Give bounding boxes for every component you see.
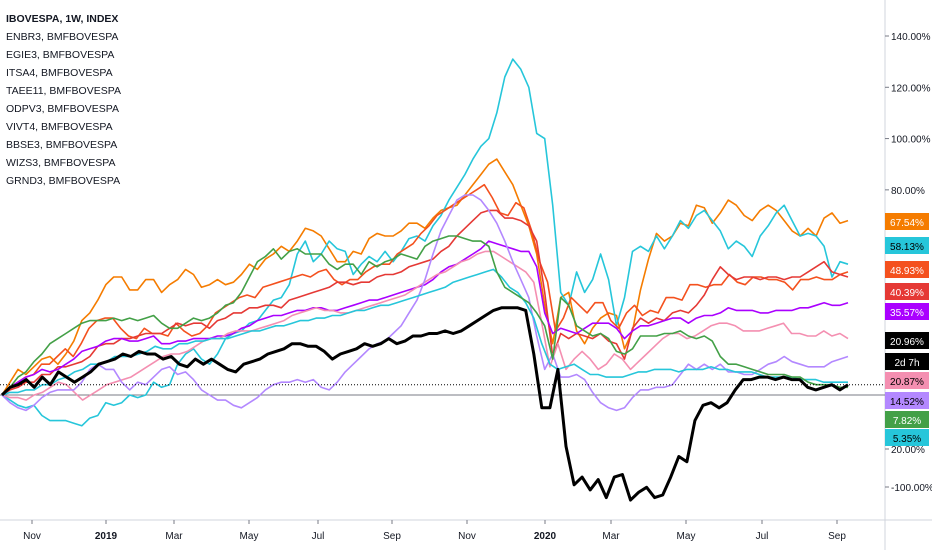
legend-item: TAEE11, BMFBOVESPA [6, 85, 121, 97]
value-tag: 35.57% [885, 303, 929, 320]
svg-text:40.39%: 40.39% [890, 288, 924, 299]
svg-text:5.35%: 5.35% [893, 434, 921, 445]
legend-item: ITSA4, BMFBOVESPA [6, 67, 113, 79]
x-tick-label: Jul [756, 531, 769, 542]
svg-text:2d 7h: 2d 7h [894, 358, 919, 369]
value-tag: 2d 7h [885, 353, 929, 370]
legend: IBOVESPA, 1W, INDEX ENBR3, BMFBOVESPA EG… [6, 10, 121, 190]
y-tick-label: 120.00% [891, 83, 931, 94]
series-line-taee11 [1, 209, 849, 396]
x-tick-label: May [677, 531, 696, 542]
value-tag: 67.54% [885, 213, 929, 230]
x-tick-label: Sep [383, 531, 401, 542]
y-tick-label: -100.00% [891, 483, 932, 494]
x-tick-label: Jul [312, 531, 325, 542]
value-tag: 58.13% [885, 237, 929, 254]
x-tick-label: Mar [165, 531, 183, 542]
y-tick-label: 100.00% [891, 135, 931, 146]
y-tick-label: 20.00% [891, 445, 925, 456]
svg-text:7.82%: 7.82% [893, 416, 921, 427]
series-line-grnd3 [1, 235, 848, 396]
value-tag: 5.35% [885, 429, 929, 446]
series-line-ibovespa [0, 306, 849, 502]
legend-item: ODPV3, BMFBOVESPA [6, 103, 120, 115]
value-tag: 14.52% [885, 392, 929, 409]
series-line-odpv3 [1, 240, 849, 396]
svg-text:67.54%: 67.54% [890, 218, 924, 229]
x-tick-label: May [240, 531, 259, 542]
legend-item: GRND3, BMFBOVESPA [6, 175, 121, 187]
legend-item: ENBR3, BMFBOVESPA [6, 31, 119, 43]
svg-text:14.52%: 14.52% [890, 397, 924, 408]
series-line-bbse3 [1, 194, 849, 412]
x-tick-label: 2020 [534, 531, 557, 542]
y-tick-label: 80.00% [891, 186, 925, 197]
value-tag: 7.82% [885, 411, 929, 428]
value-tag: 48.93% [885, 261, 929, 278]
y-tick-label: 140.00% [891, 32, 931, 43]
value-tag: 20.96% [885, 332, 929, 349]
svg-text:58.13%: 58.13% [890, 242, 924, 253]
value-tag: 20.87% [885, 372, 929, 389]
legend-item: IBOVESPA, 1W, INDEX [6, 13, 119, 25]
series-line-vivt4 [1, 250, 849, 401]
legend-item: BBSE3, BMFBOVESPA [6, 139, 118, 151]
x-tick-label: Sep [828, 531, 846, 542]
svg-text:20.96%: 20.96% [890, 337, 924, 348]
svg-text:20.87%: 20.87% [890, 377, 924, 388]
x-tick-label: Nov [458, 531, 476, 542]
series-line-itsa4 [1, 183, 849, 396]
legend-item: WIZS3, BMFBOVESPA [6, 157, 116, 169]
value-tag: 40.39% [885, 283, 929, 300]
legend-item: EGIE3, BMFBOVESPA [6, 49, 115, 61]
svg-text:35.57%: 35.57% [890, 308, 924, 319]
x-tick-label: Nov [23, 531, 41, 542]
x-tick-label: 2019 [95, 531, 118, 542]
legend-item: VIVT4, BMFBOVESPA [6, 121, 113, 133]
series-line-egie3 [1, 58, 849, 427]
x-tick-label: Mar [602, 531, 620, 542]
svg-text:48.93%: 48.93% [890, 266, 924, 277]
